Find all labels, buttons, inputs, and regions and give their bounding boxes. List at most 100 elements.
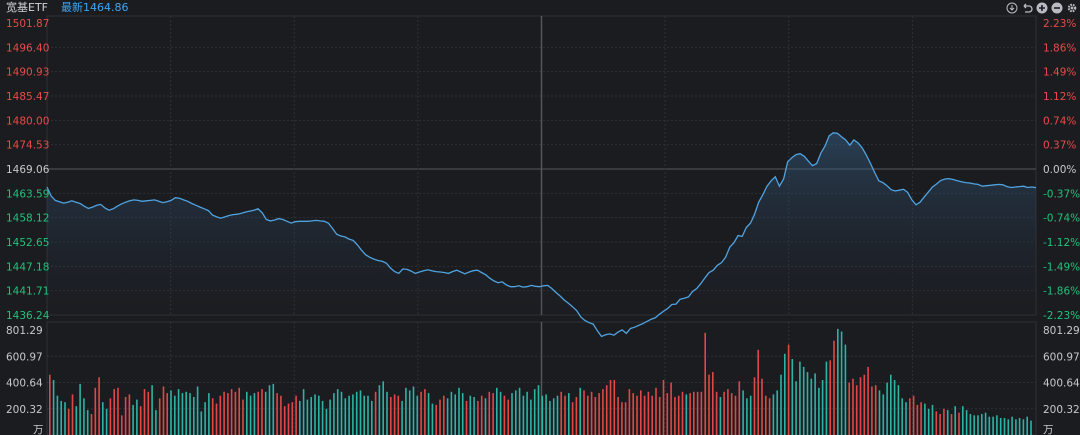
volume-bar xyxy=(132,404,134,435)
y-tick-left: 1496.40 xyxy=(6,42,49,54)
volume-bar xyxy=(791,359,794,435)
volume-bar xyxy=(1026,416,1028,435)
volume-bar xyxy=(371,400,373,435)
volume-bar xyxy=(855,385,858,435)
zoom-in-icon[interactable] xyxy=(1036,2,1048,14)
volume-bar xyxy=(685,394,688,435)
volume-bar xyxy=(397,395,400,435)
volume-bar xyxy=(837,328,839,435)
y-tick-left: 1485.47 xyxy=(6,91,49,103)
volume-bar xyxy=(431,403,434,435)
y-tick-right: 0.00% xyxy=(1043,164,1076,176)
volume-bar xyxy=(325,408,328,435)
volume-bar xyxy=(469,395,472,435)
volume-bar xyxy=(587,395,589,435)
volume-unit-right: 万 xyxy=(1043,424,1054,435)
volume-bar xyxy=(473,397,475,435)
volume-bar xyxy=(658,397,661,435)
volume-bar xyxy=(204,402,206,435)
volume-bar xyxy=(465,400,468,435)
volume-bar xyxy=(712,372,714,435)
volume-bar xyxy=(749,395,752,435)
download-icon[interactable] xyxy=(1006,2,1018,14)
volume-bar xyxy=(227,393,229,435)
volume-bar xyxy=(515,390,517,435)
volume-bar xyxy=(549,400,551,435)
latest-price: 最新1464.86 xyxy=(61,1,129,15)
volume-bar xyxy=(143,389,146,435)
y-tick-left: 1474.53 xyxy=(6,140,49,152)
volume-bar xyxy=(821,380,824,435)
y-tick-left: 1501.87 xyxy=(6,18,49,30)
volume-bar xyxy=(867,366,869,435)
volume-bar xyxy=(590,391,593,435)
volume-bar xyxy=(136,399,138,435)
volume-bar xyxy=(386,391,388,435)
volume-bar xyxy=(450,391,453,435)
volume-bar xyxy=(336,389,339,435)
volume-bar xyxy=(272,383,275,435)
volume-bar xyxy=(719,397,722,435)
volume-bar xyxy=(390,397,392,435)
volume-bar xyxy=(753,377,756,435)
volume-bar xyxy=(621,402,623,435)
volume-bar xyxy=(105,408,108,435)
y-tick-left: 1469.06 xyxy=(6,164,50,176)
volume-bar xyxy=(139,406,142,435)
volume-bar xyxy=(382,381,384,435)
volume-tick-left: 600.97 xyxy=(6,351,43,363)
volume-bar xyxy=(318,395,320,435)
volume-bar xyxy=(352,394,354,435)
volume-bar xyxy=(287,403,290,435)
volume-bar xyxy=(571,402,574,435)
volume-bar xyxy=(503,395,506,435)
volume-bar xyxy=(768,398,771,435)
volume-bar xyxy=(916,404,919,435)
settings-icon[interactable] xyxy=(1066,2,1078,14)
volume-bar xyxy=(651,395,653,435)
volume-bar xyxy=(730,393,733,435)
volume-bar xyxy=(166,393,168,435)
volume-bar xyxy=(295,395,297,435)
volume-bar xyxy=(499,391,502,435)
volume-bar xyxy=(162,386,165,435)
volume-bar xyxy=(541,395,544,435)
volume-bar xyxy=(530,399,532,435)
price-line xyxy=(46,132,1037,338)
volume-bar xyxy=(124,397,127,435)
volume-bar xyxy=(643,395,646,435)
volume-bar xyxy=(299,400,301,435)
volume-bar xyxy=(424,389,426,435)
volume-bar xyxy=(435,404,437,435)
volume-bar xyxy=(461,393,464,435)
volume-bar xyxy=(363,395,365,435)
volume-bar xyxy=(109,398,112,435)
y-tick-right: -1.86% xyxy=(1043,286,1080,298)
latest-price-label: 最新 xyxy=(61,1,83,14)
y-tick-right: -0.37% xyxy=(1043,188,1080,200)
volume-bar xyxy=(128,394,131,435)
undo-icon[interactable] xyxy=(1021,2,1033,14)
volume-bar xyxy=(935,411,938,435)
volume-bar xyxy=(223,391,225,435)
volume-bar xyxy=(564,395,566,435)
volume-bar xyxy=(151,385,153,435)
volume-bar xyxy=(647,391,650,435)
volume-bar xyxy=(973,415,975,435)
volume-bar xyxy=(825,361,828,435)
volume-bar xyxy=(746,398,748,435)
volume-bar xyxy=(177,389,180,435)
volume-bar xyxy=(60,400,62,435)
volume-bar xyxy=(181,393,184,435)
volume-bar xyxy=(1007,419,1010,435)
volume-bar xyxy=(302,389,305,435)
volume-bar xyxy=(355,391,358,435)
volume-bar xyxy=(393,394,396,435)
volume-bar xyxy=(988,416,991,435)
volume-bar xyxy=(568,393,570,435)
volume-bar xyxy=(249,395,252,435)
volume-tick-right: 600.97 xyxy=(1043,351,1080,363)
volume-bar xyxy=(496,387,498,435)
volume-bar xyxy=(931,404,934,435)
zoom-out-icon[interactable] xyxy=(1051,2,1063,14)
